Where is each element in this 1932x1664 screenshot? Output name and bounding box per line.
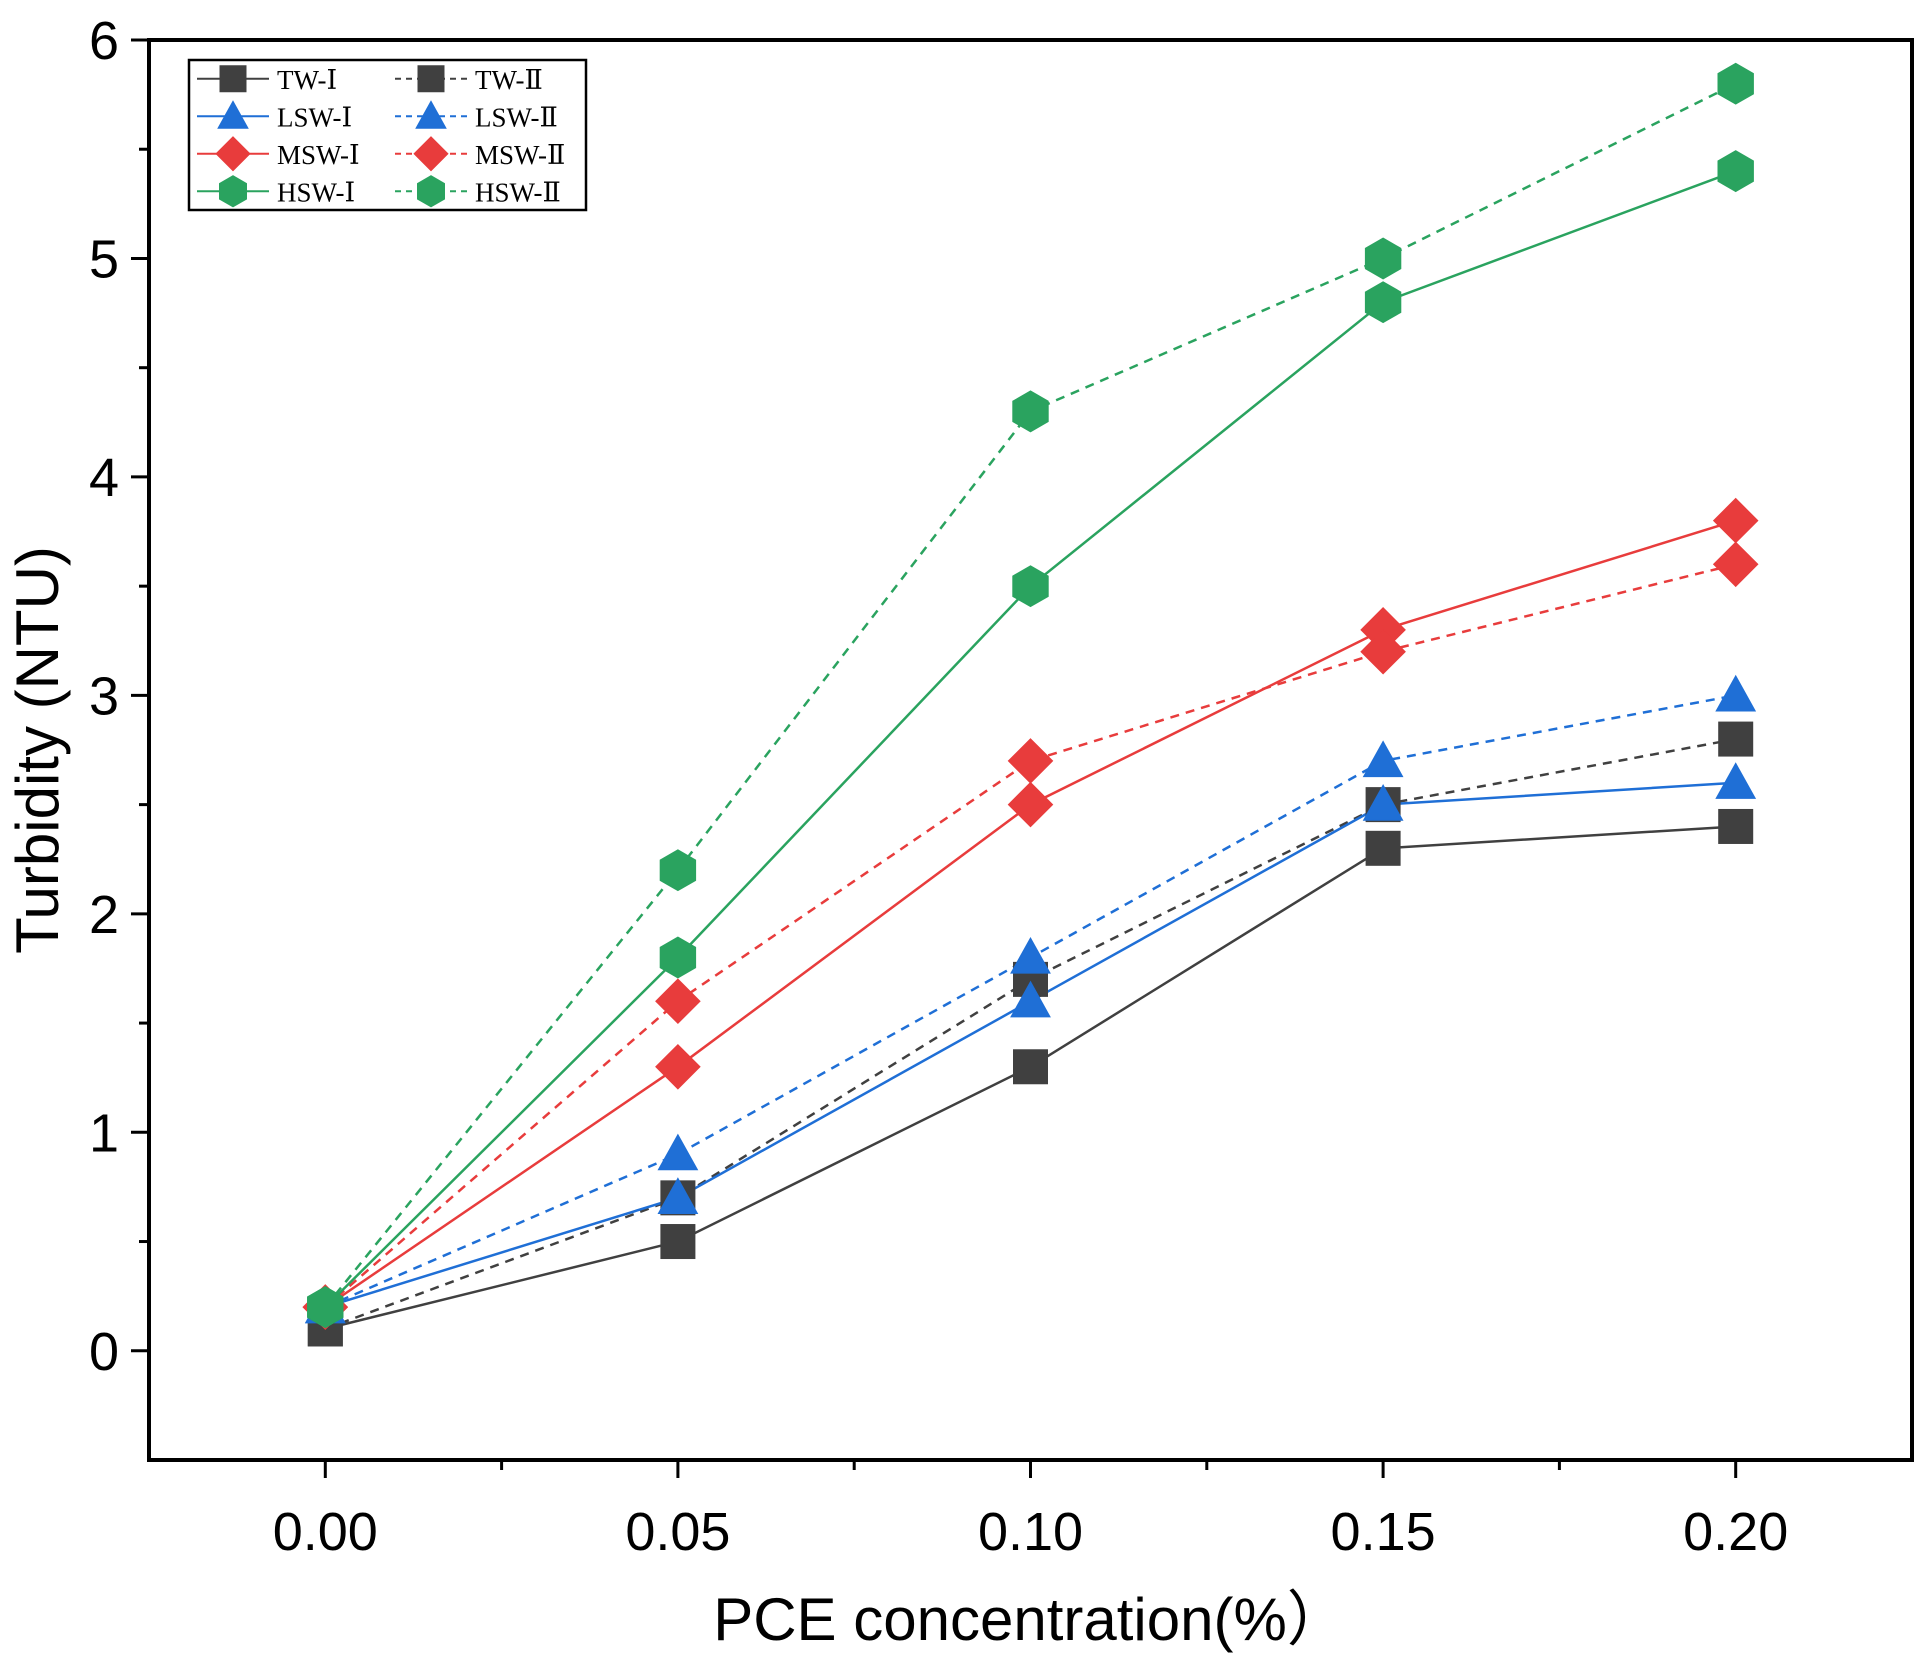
legend-entry-label: MSW-Ⅱ — [475, 140, 565, 170]
data-point — [657, 1177, 699, 1214]
legend-swatch-marker — [417, 65, 445, 93]
data-point — [1715, 674, 1757, 712]
data-point — [1715, 762, 1757, 799]
x-tick-label: 0.20 — [1683, 1502, 1788, 1562]
legend-swatch-marker — [413, 136, 449, 172]
x-tick-labels: 0.00 0.05 0.10 0.15 0.20 — [273, 1502, 1789, 1562]
data-point — [1718, 721, 1754, 757]
data-point — [1364, 281, 1402, 324]
data-point — [1712, 497, 1759, 544]
data-point — [660, 1224, 696, 1260]
data-point — [659, 936, 697, 979]
data-point — [655, 978, 701, 1025]
legend-entry-label: HSW-Ⅱ — [475, 177, 561, 207]
y-tick-labels: 0 1 2 3 4 5 6 — [89, 11, 119, 1382]
data-point — [1010, 936, 1051, 974]
series-line — [324, 563, 1737, 1309]
data-point — [1013, 1049, 1048, 1085]
legend-swatch-marker — [415, 100, 447, 129]
series-markers — [302, 62, 1759, 1347]
x-tick-label: 0.15 — [1331, 1502, 1436, 1562]
x-axis-title: PCE concentration(%） — [713, 1586, 1347, 1653]
x-tick-label: 0.05 — [625, 1502, 730, 1562]
legend-swatch-marker — [215, 136, 251, 172]
y-tick-label: 4 — [89, 448, 119, 508]
legend-entry-label: TW-Ⅰ — [277, 65, 337, 95]
legend-box — [187, 58, 588, 212]
data-point — [1012, 390, 1049, 433]
x-tick-label: 0.10 — [978, 1502, 1083, 1562]
legend-swatch-marker — [217, 100, 249, 129]
data-point — [1718, 808, 1754, 844]
series-lines — [324, 82, 1737, 1331]
legend-swatch-marker — [417, 175, 445, 208]
y-tick-label: 3 — [89, 666, 119, 726]
data-point — [1362, 784, 1404, 821]
data-point — [655, 1043, 701, 1090]
plot-frame — [147, 38, 1914, 1462]
data-point — [1717, 62, 1754, 105]
data-point — [1010, 980, 1051, 1018]
data-point — [1012, 565, 1049, 608]
y-tick-label: 1 — [89, 1103, 119, 1163]
y-tick-label: 2 — [89, 885, 119, 945]
data-point — [1364, 237, 1402, 280]
data-point — [1712, 541, 1759, 588]
y-tick-label: 5 — [89, 229, 119, 289]
data-point — [1007, 738, 1054, 784]
data-point — [1365, 830, 1401, 866]
legend-entry-label: MSW-Ⅰ — [277, 140, 360, 170]
series-line — [324, 519, 1737, 1309]
y-tick-label: 0 — [89, 1322, 119, 1382]
x-tick-label: 0.00 — [273, 1502, 378, 1562]
legend-entry-label: LSW-Ⅱ — [475, 102, 558, 132]
data-point — [307, 1286, 344, 1329]
legend-entry-label: TW-Ⅱ — [475, 65, 543, 95]
data-point — [1007, 781, 1054, 828]
y-axis-title: Turbidity (NTU) — [4, 546, 71, 954]
legend: TW-Ⅰ TW-Ⅱ LSW-Ⅰ LSW-Ⅱ MSW-Ⅰ MSW-Ⅱ HSW-Ⅰ HSW-Ⅱ — [187, 58, 588, 212]
legend-entry-label: LSW-Ⅰ — [277, 102, 352, 132]
data-point — [1717, 150, 1754, 193]
data-point — [1362, 740, 1404, 778]
legend-swatch-marker — [219, 175, 247, 208]
legend-swatch-marker — [219, 65, 247, 93]
legend-entry-label: HSW-Ⅰ — [277, 177, 355, 207]
data-point — [659, 849, 697, 892]
y-tick-label: 6 — [89, 11, 119, 71]
data-point — [1360, 628, 1406, 675]
data-point — [657, 1133, 699, 1171]
